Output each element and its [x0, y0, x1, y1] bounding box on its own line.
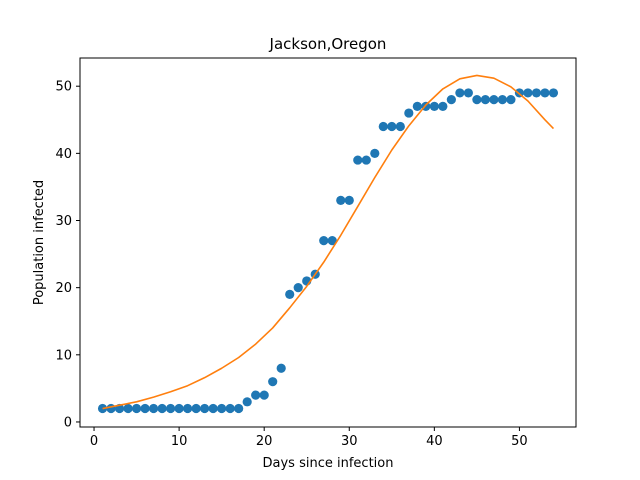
axes-frame [79, 57, 577, 428]
fit-curve-line [102, 74, 555, 410]
data-point [242, 397, 252, 407]
data-point [361, 155, 371, 165]
ticks: 0 10 20 30 40 50 0 10 20 30 40 50 [55, 80, 527, 449]
data-point [395, 121, 405, 132]
data-point [285, 289, 295, 299]
y-tick-label: 50 [55, 80, 72, 95]
data-point [429, 101, 439, 111]
data-point [225, 403, 235, 414]
data-point [463, 88, 473, 98]
data-point [268, 377, 278, 387]
data-point [234, 403, 244, 414]
x-tick-label: 20 [256, 434, 273, 449]
x-axis-label: Days since infection [263, 456, 394, 471]
data-point [506, 95, 516, 105]
data-point [217, 403, 227, 414]
data-point [166, 403, 176, 414]
data-point [140, 403, 150, 414]
data-point [208, 403, 218, 414]
data-point [336, 195, 346, 205]
data-point [472, 95, 482, 105]
data-point [446, 95, 456, 105]
data-point [327, 236, 337, 246]
data-point [259, 390, 269, 400]
data-point [251, 390, 261, 400]
x-tick-label: 40 [426, 434, 443, 449]
data-point [344, 195, 354, 205]
data-point [378, 121, 388, 132]
data-point [489, 95, 499, 105]
data-point [370, 148, 380, 158]
y-tick-label: 30 [55, 214, 72, 229]
data-point [183, 403, 193, 414]
x-tick-label: 50 [511, 434, 528, 449]
x-tick-label: 0 [90, 434, 98, 449]
data-point [531, 88, 542, 98]
data-point [387, 121, 397, 132]
chart-title: Jackson,Oregon [269, 35, 387, 53]
data-point [293, 283, 303, 293]
data-point [404, 108, 414, 118]
data-point [148, 403, 159, 414]
x-tick-label: 30 [341, 434, 358, 449]
y-tick-label: 0 [64, 415, 72, 430]
data-point [455, 88, 465, 98]
y-axis-label: Population infected [32, 180, 47, 305]
data-point [174, 403, 184, 414]
data-point [131, 403, 142, 414]
data-point [540, 88, 550, 98]
data-point [157, 403, 167, 414]
data-point [191, 403, 201, 414]
data-point [276, 363, 286, 373]
y-tick-label: 10 [55, 348, 72, 363]
data-point [497, 95, 508, 105]
data-point [106, 403, 116, 414]
data-point [438, 101, 448, 111]
data-point [480, 95, 490, 105]
data-point [412, 101, 422, 111]
data-point [200, 403, 210, 414]
y-tick-label: 20 [55, 281, 72, 296]
data-point [353, 155, 363, 165]
y-tick-label: 40 [55, 147, 72, 162]
data-point [123, 403, 133, 414]
data-point [523, 88, 533, 98]
x-tick-label: 10 [171, 434, 188, 449]
data-point [548, 88, 559, 98]
data-point [319, 236, 329, 246]
